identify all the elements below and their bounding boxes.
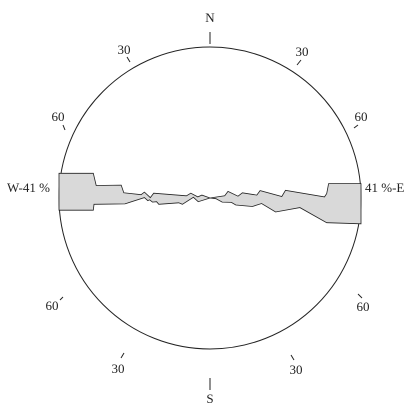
tick-label-upper-left-60: 60 [52,109,65,124]
rose-profile [58,172,362,225]
tick-label-lower-left-60: 60 [46,298,59,313]
tick-label-upper-left-30: 30 [118,42,131,57]
ring-tick-lower-left-30 [120,352,125,359]
ring-tick-lower-left-60 [59,296,64,301]
ring-tick-lower-right-60 [357,293,363,299]
west-label: W-41 % [7,180,50,195]
tick-label-lower-right-30: 30 [290,362,303,377]
ring-tick-upper-left-60 [62,124,66,131]
ring-tick-lower-right-30 [290,354,295,361]
ring-tick-upper-left-30 [126,56,131,63]
east-label: 41 %-E [365,180,404,195]
ring-tick-upper-right-60 [353,124,359,129]
tick-label-lower-right-60: 60 [357,299,370,314]
north-label: N [205,10,215,25]
tick-label-lower-left-30: 30 [112,361,125,376]
tick-label-upper-right-60: 60 [355,109,368,124]
ring-tick-upper-right-30 [296,59,302,66]
tick-label-upper-right-30: 30 [296,44,309,59]
south-label: S [206,391,213,406]
